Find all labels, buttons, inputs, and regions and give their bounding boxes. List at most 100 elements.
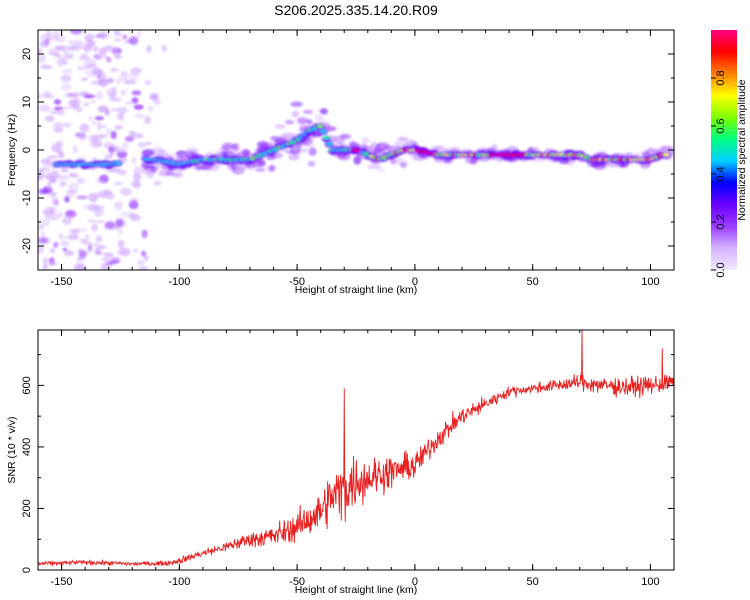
halo-blob (353, 155, 362, 165)
noise-blob (91, 67, 102, 76)
noise-blob (91, 223, 98, 232)
noise-blob (133, 104, 144, 110)
noise-blob (114, 54, 121, 59)
x-tick-label: -100 (168, 276, 190, 288)
x-tick-label: -150 (51, 576, 73, 588)
x-tick-label: 0 (412, 276, 418, 288)
noise-blob (72, 145, 78, 154)
noise-blob (153, 98, 161, 106)
noise-blob (115, 218, 124, 227)
noise-blob (103, 188, 109, 196)
noise-blob (108, 260, 120, 264)
top-x-axis-label: Height of straight line (km) (295, 284, 418, 296)
noise-blob (124, 101, 135, 105)
noise-blob (153, 180, 162, 186)
noise-blob (110, 257, 121, 262)
noise-blob (114, 181, 123, 186)
noise-blob (83, 101, 90, 107)
noise-blob (63, 122, 72, 128)
noise-blob (78, 132, 87, 141)
noise-blob (80, 53, 88, 59)
noise-blob (93, 46, 98, 53)
y-tick-label: 0 (21, 567, 33, 573)
colorbar-tick-label: 0.0 (715, 262, 727, 277)
snr-panel: -150 -100 -50 0 50 100 0 200 400 600 Height of st… (6, 329, 675, 596)
noise-blob (68, 173, 79, 178)
halo-blob (597, 151, 607, 157)
noise-blob (90, 139, 103, 148)
noise-blob (55, 148, 63, 155)
halo-blob (296, 117, 308, 125)
noise-blob (81, 77, 89, 81)
noise-blob (133, 166, 142, 175)
halo-blob (400, 161, 407, 168)
noise-blob (40, 231, 46, 239)
noise-blob (60, 166, 69, 173)
noise-blob (122, 34, 128, 40)
halo-blob (308, 147, 317, 157)
noise-blob (57, 109, 65, 116)
colorbar: 0.0 0.2 0.4 0.6 0.8 Normalized spectral ampl… (711, 30, 748, 278)
noise-blob (55, 34, 66, 43)
noise-blob (61, 68, 74, 74)
noise-blob (132, 248, 139, 253)
noise-blob (137, 142, 147, 148)
noise-blob (67, 40, 73, 44)
top-y-axis-label: Frequency (Hz) (6, 114, 18, 186)
noise-blob (118, 247, 131, 257)
noise-blob (49, 260, 58, 266)
noise-blob (53, 53, 62, 57)
noise-blob (38, 54, 46, 63)
noise-blob (131, 90, 142, 96)
halo-blob (305, 140, 316, 149)
halo-blob (306, 119, 313, 125)
halo-blob (361, 137, 370, 144)
noise-blob (117, 169, 128, 176)
halo-blob (146, 170, 154, 179)
halo-blob (491, 144, 498, 153)
noise-blob (48, 51, 55, 55)
halo-blob (333, 135, 346, 144)
halo-blob (288, 154, 300, 161)
halo-blob (307, 160, 316, 167)
x-tick-label: -50 (289, 576, 305, 588)
noise-blob (120, 70, 129, 80)
noise-blob (106, 78, 115, 83)
noise-blob (144, 255, 149, 261)
noise-blob (59, 181, 67, 187)
x-tick-label: 50 (527, 576, 539, 588)
bottom-y-axis-label: SNR (10 * v/v) (6, 416, 18, 483)
noise-blob (114, 37, 122, 42)
halo-blob (244, 162, 257, 169)
noise-blob (62, 247, 68, 252)
noise-blob (84, 58, 97, 67)
noise-blob (95, 179, 105, 183)
noise-blob (56, 56, 65, 64)
halo-blob (430, 146, 440, 151)
halo-blob (369, 140, 377, 145)
noise-blob (61, 83, 72, 92)
noise-blob (98, 78, 109, 87)
noise-blob (147, 105, 155, 113)
x-tick-label: 0 (412, 576, 418, 588)
noise-blob (114, 201, 123, 211)
noise-blob (44, 115, 55, 122)
noise-blob (141, 250, 146, 257)
ridge-core (326, 142, 333, 146)
noise-blob (122, 78, 129, 85)
noise-blob (145, 141, 153, 145)
halo-blob (219, 146, 229, 152)
halo-blob (349, 140, 357, 146)
y-tick-label: 200 (21, 499, 33, 517)
noise-blob (85, 234, 89, 241)
noise-blob (38, 224, 44, 230)
noise-blob (100, 124, 107, 129)
halo-blob (158, 170, 171, 177)
x-tick-label: 50 (527, 276, 539, 288)
noise-blob (63, 60, 69, 65)
noise-blob (38, 245, 44, 254)
noise-blob (68, 183, 80, 190)
noise-blob (103, 154, 113, 160)
y-tick-label: 400 (21, 438, 33, 456)
